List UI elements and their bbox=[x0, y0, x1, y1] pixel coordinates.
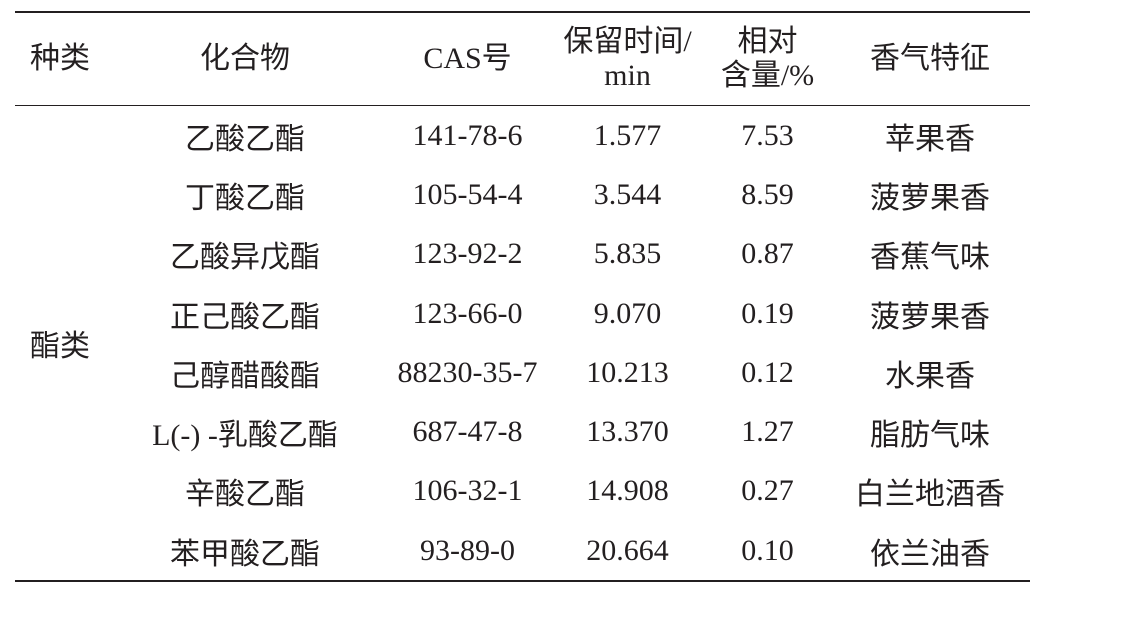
table-row: 己醇醋酸酯 88230-35-7 10.213 0.12 水果香 bbox=[15, 343, 1030, 402]
table-cell: 1.27 bbox=[741, 415, 794, 449]
table-cell: 菠萝果香 bbox=[870, 181, 990, 215]
table-body: 酯类 乙酸乙酯 141-78-6 1.577 7.53 苹果香丁酸乙酯 105-54-4 3.… bbox=[15, 106, 1030, 582]
header-line: CAS号 bbox=[423, 42, 512, 75]
table-cell: 0.10 bbox=[741, 533, 794, 567]
table-cell: 5.835 bbox=[593, 237, 662, 271]
table-cell: 辛酸乙酯 bbox=[185, 478, 305, 512]
header-line: 含量/% bbox=[720, 59, 815, 92]
table-cell: 10.213 bbox=[586, 355, 669, 389]
table-row: 辛酸乙酯 106-32-1 14.908 0.27 白兰地酒香 bbox=[15, 462, 1030, 521]
table-cell: 93-89-0 bbox=[420, 533, 515, 567]
table-cell: 乙酸乙酯 bbox=[185, 122, 305, 156]
table-cell: 123-66-0 bbox=[412, 296, 523, 330]
table-row: 苯甲酸乙酯 93-89-0 20.664 0.10 依兰油香 bbox=[15, 521, 1030, 581]
header-line: 种类 bbox=[30, 42, 90, 75]
table-row: L(-) -乳酸乙酯 687-47-8 13.370 1.27 脂肪气味 bbox=[15, 402, 1030, 461]
header-line: 化合物 bbox=[200, 42, 290, 75]
table-cell: 1.577 bbox=[593, 118, 662, 152]
table-cell: 0.27 bbox=[741, 474, 794, 508]
table-cell: L(-) -乳酸乙酯 bbox=[152, 419, 338, 453]
header-line: 香气特征 bbox=[870, 42, 990, 75]
table-cell: 3.544 bbox=[593, 177, 662, 211]
table-cell: 脂肪气味 bbox=[870, 419, 990, 453]
column-header: 相对 含量/% bbox=[705, 12, 830, 106]
column-header: CAS号 bbox=[385, 12, 550, 106]
table-row: 乙酸异戊酯 123-92-2 5.835 0.87 香蕉气味 bbox=[15, 225, 1030, 284]
table-cell: 己醇醋酸酯 bbox=[170, 359, 320, 393]
table-cell: 105-54-4 bbox=[412, 177, 523, 211]
column-header: 种类 bbox=[15, 12, 105, 106]
group-cell: 酯类 bbox=[30, 330, 90, 364]
table-cell: 苹果香 bbox=[885, 122, 975, 156]
table-cell: 14.908 bbox=[586, 474, 669, 508]
table-cell: 13.370 bbox=[586, 415, 669, 449]
header-line: 相对 bbox=[737, 25, 798, 58]
column-header: 保留时间/min bbox=[550, 12, 705, 106]
table-cell: 141-78-6 bbox=[412, 118, 523, 152]
table-cell: 白兰地酒香 bbox=[855, 478, 1005, 512]
table-cell: 水果香 bbox=[885, 359, 975, 393]
table-cell: 8.59 bbox=[741, 177, 794, 211]
table-cell: 9.070 bbox=[593, 296, 662, 330]
table-cell: 0.19 bbox=[741, 296, 794, 330]
table-cell: 乙酸异戊酯 bbox=[170, 241, 320, 275]
data-table: 种类 化合物 CAS号 保留时间/min 相对 含量/% 香气特征 酯类 乙酸乙酯 141-78… bbox=[15, 11, 1030, 583]
table-cell: 苯甲酸乙酯 bbox=[170, 537, 320, 571]
column-header: 化合物 bbox=[105, 12, 385, 106]
table-cell: 88230-35-7 bbox=[397, 355, 538, 389]
header-line: 保留时间/ bbox=[563, 25, 692, 58]
table-cell: 菠萝果香 bbox=[870, 300, 990, 334]
table-cell: 依兰油香 bbox=[870, 537, 990, 571]
table-cell: 123-92-2 bbox=[412, 237, 523, 271]
table-cell: 106-32-1 bbox=[412, 474, 523, 508]
column-header: 香气特征 bbox=[830, 12, 1030, 106]
table-cell: 正己酸乙酯 bbox=[170, 300, 320, 334]
table-cell: 20.664 bbox=[586, 533, 669, 567]
table-row: 酯类 乙酸乙酯 141-78-6 1.577 7.53 苹果香 bbox=[15, 106, 1030, 364]
table-row: 正己酸乙酯 123-66-0 9.070 0.19 菠萝果香 bbox=[15, 284, 1030, 343]
table-row: 丁酸乙酯 105-54-4 3.544 8.59 菠萝果香 bbox=[15, 165, 1030, 224]
header-line: min bbox=[604, 59, 651, 92]
table-cell: 香蕉气味 bbox=[870, 241, 990, 275]
table-cell: 0.12 bbox=[741, 355, 794, 389]
header-row: 种类 化合物 CAS号 保留时间/min 相对 含量/% 香气特征 bbox=[15, 12, 1030, 106]
table-cell: 687-47-8 bbox=[412, 415, 523, 449]
table-cell: 7.53 bbox=[741, 118, 794, 152]
table-cell: 丁酸乙酯 bbox=[185, 181, 305, 215]
table-cell: 0.87 bbox=[741, 237, 794, 271]
